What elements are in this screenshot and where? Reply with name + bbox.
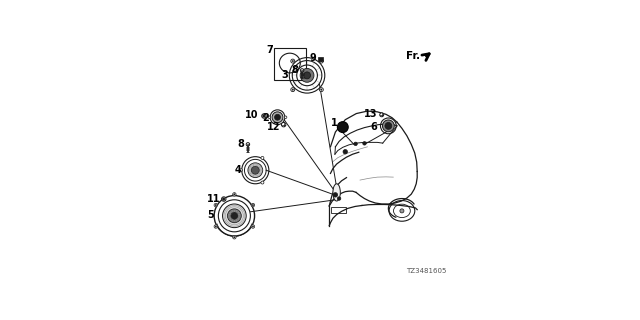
Circle shape: [291, 59, 295, 63]
Text: 8: 8: [238, 139, 244, 149]
Circle shape: [292, 89, 294, 90]
Circle shape: [227, 209, 241, 223]
Circle shape: [319, 88, 323, 92]
Circle shape: [337, 122, 348, 132]
Text: 7: 7: [266, 45, 273, 55]
Circle shape: [300, 69, 304, 72]
Circle shape: [231, 212, 238, 219]
Circle shape: [252, 204, 253, 206]
Bar: [274, 48, 306, 80]
Circle shape: [343, 149, 348, 154]
Circle shape: [292, 60, 294, 62]
Circle shape: [246, 143, 250, 146]
Text: 10: 10: [245, 110, 259, 120]
Circle shape: [252, 204, 255, 207]
Text: 4: 4: [234, 165, 241, 175]
Circle shape: [282, 123, 286, 127]
Circle shape: [319, 59, 323, 63]
Circle shape: [234, 194, 235, 195]
Circle shape: [380, 113, 384, 117]
Circle shape: [221, 197, 226, 201]
Bar: [318, 57, 323, 61]
Text: Fr.: Fr.: [406, 51, 420, 61]
Circle shape: [337, 197, 341, 200]
Text: 2: 2: [262, 114, 269, 124]
Circle shape: [262, 114, 266, 118]
Circle shape: [214, 204, 218, 207]
Text: 5: 5: [207, 210, 214, 220]
Circle shape: [383, 120, 394, 132]
Circle shape: [252, 166, 259, 174]
Circle shape: [262, 115, 265, 117]
Text: 12: 12: [266, 122, 280, 132]
Circle shape: [354, 142, 357, 146]
Circle shape: [261, 156, 264, 159]
Circle shape: [291, 88, 295, 92]
Bar: [331, 207, 346, 213]
Text: 9: 9: [309, 52, 316, 63]
Text: 8: 8: [291, 65, 298, 75]
Circle shape: [275, 114, 280, 120]
Circle shape: [252, 225, 255, 228]
Circle shape: [284, 116, 287, 118]
Text: TZ3481605: TZ3481605: [406, 268, 446, 275]
Circle shape: [239, 169, 243, 172]
Circle shape: [261, 181, 264, 184]
Circle shape: [223, 204, 246, 228]
Circle shape: [215, 204, 216, 206]
Circle shape: [300, 68, 314, 82]
Text: 1: 1: [331, 118, 338, 128]
Ellipse shape: [333, 184, 340, 201]
Circle shape: [223, 198, 225, 200]
Circle shape: [248, 163, 262, 178]
Circle shape: [233, 193, 236, 196]
Text: 6: 6: [371, 122, 378, 132]
Circle shape: [333, 193, 338, 197]
Circle shape: [400, 209, 404, 213]
Text: 3: 3: [282, 70, 288, 80]
Circle shape: [234, 236, 235, 238]
Circle shape: [363, 142, 366, 145]
Circle shape: [252, 226, 253, 227]
Circle shape: [214, 225, 218, 228]
Circle shape: [303, 72, 310, 79]
Circle shape: [385, 123, 392, 129]
Circle shape: [321, 89, 322, 90]
Text: 13: 13: [364, 109, 378, 119]
Text: 11: 11: [207, 194, 220, 204]
Circle shape: [268, 116, 271, 118]
Circle shape: [321, 60, 322, 62]
Circle shape: [233, 236, 236, 239]
Circle shape: [272, 112, 283, 123]
Circle shape: [215, 226, 216, 227]
